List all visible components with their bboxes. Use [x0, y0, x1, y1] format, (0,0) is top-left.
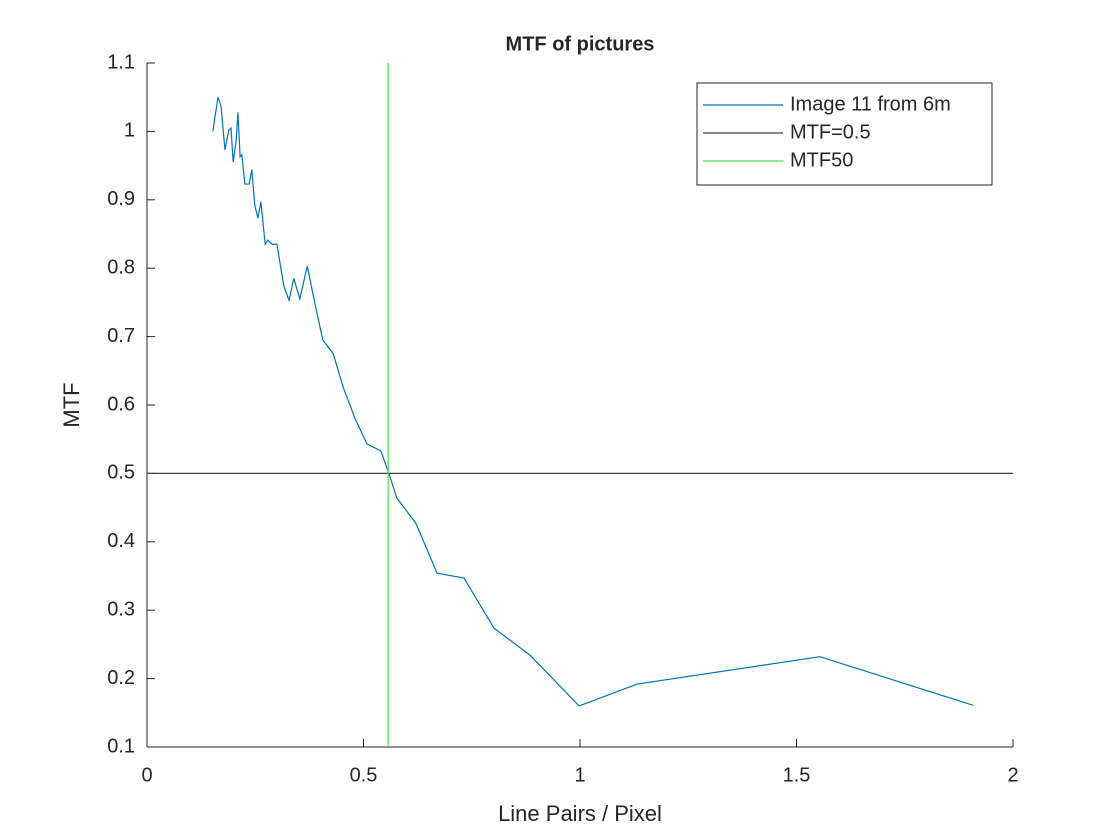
y-tick-label: 1 [124, 120, 135, 142]
x-tick-label: 2 [1007, 764, 1018, 786]
legend-box [696, 82, 993, 186]
y-tick-label: 0.8 [107, 256, 135, 278]
legend-label: MTF50 [790, 149, 853, 171]
legend-label: MTF=0.5 [790, 121, 871, 143]
x-tick-label: 1 [574, 764, 585, 786]
y-tick-label: 0.6 [107, 393, 135, 415]
chart-title: MTF of pictures [506, 33, 655, 55]
y-tick-label: 0.7 [107, 325, 135, 347]
y-tick-label: 0.4 [107, 530, 135, 552]
y-tick-label: 0.3 [107, 598, 135, 620]
x-axis-label: Line Pairs / Pixel [498, 801, 662, 826]
x-tick-label: 0.5 [350, 764, 378, 786]
y-tick-label: 1.1 [107, 51, 135, 73]
x-tick-label: 1.5 [783, 764, 811, 786]
x-tick-label: 0 [141, 764, 152, 786]
y-tick-label: 0.1 [107, 735, 135, 757]
y-axis-label: MTF [59, 382, 84, 427]
y-tick-label: 0.5 [107, 462, 135, 484]
y-tick-label: 0.9 [107, 188, 135, 210]
data-line [212, 97, 974, 707]
legend-label: Image 11 from 6m [790, 93, 951, 115]
y-tick-label: 0.2 [107, 667, 135, 689]
